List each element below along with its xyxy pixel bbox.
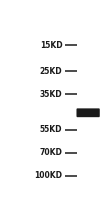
Text: 25KD: 25KD: [39, 67, 62, 76]
Text: 35KD: 35KD: [39, 89, 62, 99]
Text: 55KD: 55KD: [39, 126, 62, 134]
Text: 15KD: 15KD: [39, 40, 62, 50]
Text: 100KD: 100KD: [34, 171, 62, 180]
FancyBboxPatch shape: [76, 108, 99, 117]
Text: 70KD: 70KD: [39, 148, 62, 157]
